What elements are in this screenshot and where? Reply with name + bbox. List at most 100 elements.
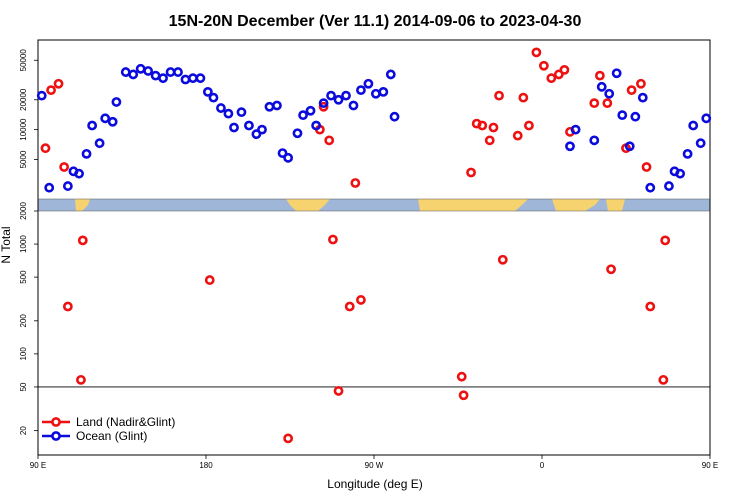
legend-marker-0 — [51, 417, 61, 427]
ocean-point-0 — [36, 90, 47, 101]
y-axis-title: N Total — [0, 226, 13, 263]
land-point-6 — [77, 235, 88, 246]
ocean-point-42 — [341, 90, 351, 101]
upper-y-tick-label-50000: 50000 — [19, 49, 28, 72]
land-point-24 — [494, 90, 504, 101]
land-shape-1 — [286, 199, 330, 211]
land-point-41 — [636, 78, 646, 89]
ocean-point-64 — [682, 148, 693, 159]
land-point-0 — [40, 143, 51, 154]
ocean-point-35 — [292, 128, 303, 139]
land-point-21 — [477, 120, 488, 131]
x-axis: 90 E 180 90 W 0 90 E — [30, 455, 718, 470]
land-point-7 — [204, 275, 215, 285]
land-point-27 — [518, 92, 529, 103]
legend-label-0: Land (Nadir&Glint) — [76, 415, 175, 429]
ocean-point-8 — [100, 113, 111, 124]
upper-y-tick-label-20000: 20000 — [19, 88, 28, 111]
land-point-25 — [497, 254, 508, 265]
ocean-point-65 — [688, 120, 699, 131]
ocean-point-2 — [62, 181, 73, 191]
land-point-19 — [466, 167, 476, 178]
ocean-point-10 — [111, 97, 122, 107]
ocean-point-12 — [128, 69, 139, 80]
land-point-26 — [512, 130, 523, 141]
land-point-28 — [524, 120, 534, 131]
land-shape-2 — [418, 199, 528, 211]
land-point-10 — [318, 101, 329, 112]
ocean-point-48 — [385, 69, 396, 80]
ocean-point-36 — [298, 110, 308, 121]
land-point-43 — [645, 301, 656, 312]
land-point-12 — [328, 234, 338, 245]
land-point-13 — [333, 386, 344, 396]
ocean-point-9 — [107, 116, 118, 127]
land-point-38 — [606, 264, 616, 275]
land-ocean-map — [38, 199, 710, 211]
land-point-2 — [53, 78, 64, 89]
ocean-point-63 — [675, 168, 686, 179]
lower-y-tick-label-20: 20 — [19, 426, 28, 435]
ocean-point-59 — [637, 92, 648, 103]
ocean-point-56 — [617, 110, 628, 121]
ocean-point-58 — [630, 111, 641, 122]
land-point-5 — [76, 374, 86, 385]
ocean-point-33 — [277, 148, 288, 159]
ocean-point-1 — [44, 182, 55, 193]
ocean-point-26 — [229, 122, 239, 133]
land-point-37 — [602, 98, 613, 109]
land-point-11 — [324, 135, 335, 146]
land-point-14 — [344, 301, 355, 312]
ocean-point-49 — [389, 111, 400, 122]
ocean-point-4 — [74, 168, 84, 179]
lower-y-tick-label-200: 200 — [19, 314, 28, 328]
ocean-point-40 — [326, 90, 336, 101]
ocean-point-27 — [236, 107, 247, 118]
ocean-point-34 — [283, 152, 294, 163]
ocean-point-21 — [195, 73, 206, 84]
land-point-3 — [59, 162, 70, 172]
ocean-point-23 — [208, 92, 219, 103]
x-tick-label-3: 0 — [540, 461, 545, 470]
ocean-point-41 — [333, 94, 344, 105]
ocean-point-37 — [305, 105, 316, 116]
land-shape-4 — [606, 199, 625, 211]
land-point-17 — [456, 371, 467, 382]
upper-y-tick-label-10000: 10000 — [19, 118, 28, 141]
land-point-35 — [589, 98, 600, 109]
chart-title: 15N-20N December (Ver 11.1) 2014-09-06 t… — [169, 13, 582, 30]
lower-y-tick-label-50: 50 — [19, 382, 28, 391]
x-tick-label-1: 180 — [199, 461, 213, 470]
land-point-42 — [641, 162, 652, 172]
lower-y-tick-label-2000: 2000 — [19, 202, 28, 220]
ocean-point-39 — [318, 98, 329, 109]
ocean-point-67 — [701, 113, 712, 124]
ocean-point-50 — [565, 141, 575, 152]
x-axis-title: Longitude (deg E) — [327, 477, 422, 491]
x-tick-label-0: 90 E — [30, 461, 46, 470]
ocean-point-28 — [244, 120, 254, 131]
ocean-point-66 — [695, 138, 706, 149]
ocean-point-61 — [664, 181, 674, 191]
ocean-point-18 — [173, 67, 183, 77]
land-point-40 — [626, 85, 637, 96]
land-point-31 — [546, 73, 557, 84]
land-shape-3 — [552, 199, 600, 211]
ocean-point-54 — [604, 88, 615, 99]
ocean-point-44 — [356, 85, 366, 96]
land-point-45 — [660, 235, 671, 246]
ocean-point-52 — [589, 135, 600, 146]
ocean-point-29 — [251, 129, 262, 140]
ocean-point-57 — [624, 141, 635, 152]
ocean-point-45 — [363, 78, 374, 89]
ocean-point-32 — [272, 100, 282, 111]
ocean-point-14 — [143, 66, 154, 76]
x-tick-label-2: 90 W — [365, 461, 384, 470]
land-point-1 — [46, 85, 56, 96]
land-point-16 — [356, 295, 366, 305]
ocean-point-25 — [223, 108, 234, 119]
ocean-point-30 — [257, 124, 267, 135]
ocean-point-22 — [202, 86, 213, 97]
lower-y-tick-label-500: 500 — [19, 270, 28, 284]
